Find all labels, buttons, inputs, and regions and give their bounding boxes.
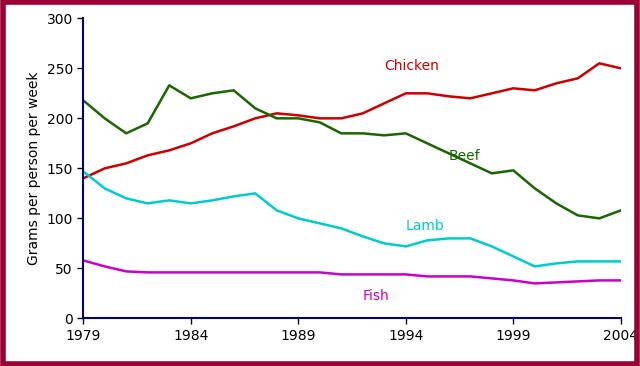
Text: Chicken: Chicken [384, 59, 439, 73]
Text: Fish: Fish [363, 290, 390, 303]
Y-axis label: Grams per person per week: Grams per person per week [27, 72, 41, 265]
Text: Lamb: Lamb [406, 219, 445, 234]
Text: Beef: Beef [449, 149, 481, 163]
